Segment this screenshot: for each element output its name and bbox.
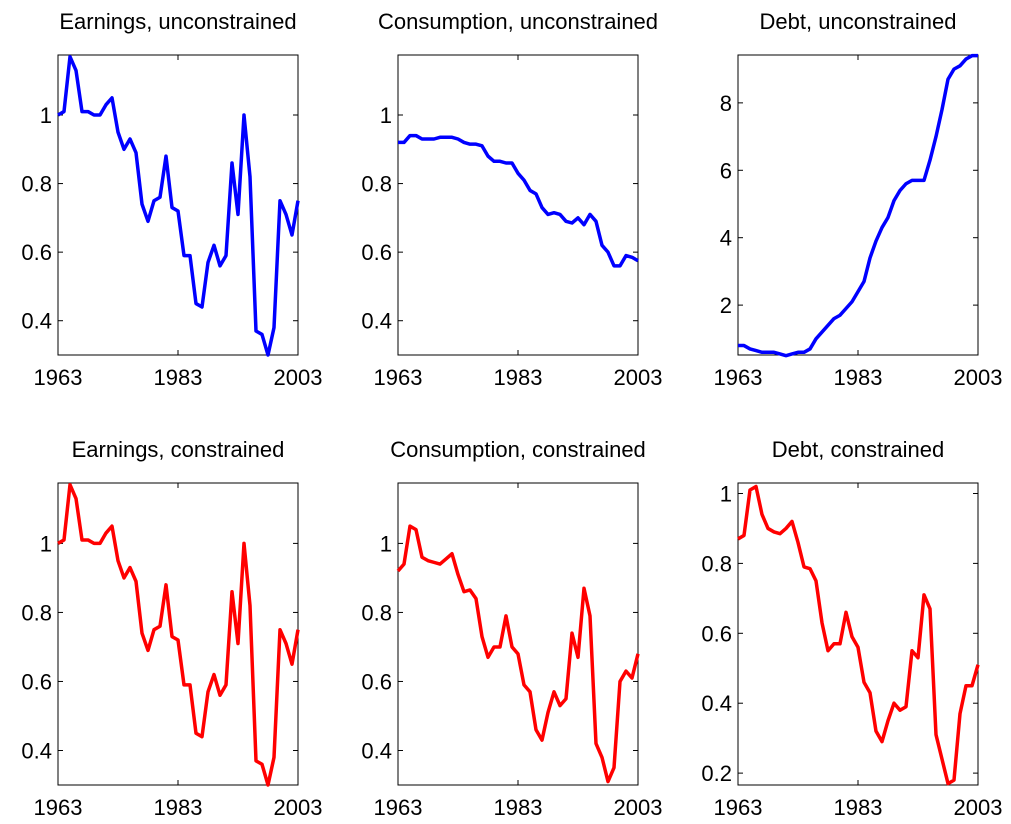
x-tick-label: 1983 bbox=[834, 365, 883, 390]
x-tick-label: 1963 bbox=[714, 795, 763, 820]
axes-box bbox=[737, 54, 979, 356]
axes-box bbox=[397, 482, 639, 786]
y-tick-label: 0.8 bbox=[361, 172, 392, 197]
data-line bbox=[57, 482, 300, 787]
y-tick-label: 0.2 bbox=[701, 761, 732, 786]
y-tick-label: 1 bbox=[380, 531, 392, 556]
axes-box bbox=[397, 54, 639, 356]
x-tick-label: 2003 bbox=[954, 795, 1003, 820]
y-tick-label: 0.4 bbox=[21, 309, 52, 334]
y-tick-label: 0.4 bbox=[21, 738, 52, 763]
y-tick-label: 0.6 bbox=[361, 669, 392, 694]
y-tick-label: 0.8 bbox=[361, 600, 392, 625]
x-tick-label: 2003 bbox=[274, 365, 323, 390]
axes-box bbox=[57, 482, 299, 786]
x-tick-label: 1963 bbox=[714, 365, 763, 390]
y-tick-label: 1 bbox=[380, 103, 392, 128]
y-tick-label: 4 bbox=[720, 226, 732, 251]
y-tick-label: 0.8 bbox=[21, 172, 52, 197]
x-tick-label: 2003 bbox=[614, 795, 663, 820]
axes-box bbox=[737, 482, 979, 786]
x-tick-label: 1963 bbox=[374, 795, 423, 820]
y-tick-label: 0.6 bbox=[361, 240, 392, 265]
y-tick-label: 0.4 bbox=[701, 691, 732, 716]
x-tick-label: 2003 bbox=[614, 365, 663, 390]
x-tick-label: 1983 bbox=[834, 795, 883, 820]
chart-title: Earnings, constrained bbox=[72, 437, 285, 462]
data-line bbox=[398, 133, 639, 268]
x-tick-label: 1963 bbox=[374, 365, 423, 390]
y-tick-label: 0.8 bbox=[21, 600, 52, 625]
x-tick-label: 1983 bbox=[494, 795, 543, 820]
data-line bbox=[57, 54, 300, 357]
x-tick-label: 1963 bbox=[34, 795, 83, 820]
data-line bbox=[737, 484, 980, 786]
data-line bbox=[738, 53, 978, 358]
x-tick-label: 2003 bbox=[274, 795, 323, 820]
x-tick-label: 1963 bbox=[34, 365, 83, 390]
y-tick-label: 6 bbox=[720, 158, 732, 183]
chart-title: Debt, constrained bbox=[772, 437, 944, 462]
x-tick-label: 1983 bbox=[154, 365, 203, 390]
y-tick-label: 1 bbox=[40, 103, 52, 128]
axes-box bbox=[57, 54, 299, 356]
x-tick-label: 1983 bbox=[494, 365, 543, 390]
y-tick-label: 0.6 bbox=[21, 240, 52, 265]
y-tick-label: 0.6 bbox=[21, 669, 52, 694]
x-tick-label: 2003 bbox=[954, 365, 1003, 390]
y-tick-label: 1 bbox=[40, 531, 52, 556]
data-line bbox=[396, 524, 640, 784]
chart-title: Debt, unconstrained bbox=[760, 9, 957, 34]
y-tick-label: 0.4 bbox=[361, 309, 392, 334]
y-tick-label: 0.4 bbox=[361, 738, 392, 763]
y-tick-label: 2 bbox=[720, 293, 732, 318]
chart-title: Earnings, unconstrained bbox=[59, 9, 296, 34]
chart-title: Consumption, constrained bbox=[390, 437, 646, 462]
chart-title: Consumption, unconstrained bbox=[378, 9, 658, 34]
y-tick-label: 0.8 bbox=[701, 551, 732, 576]
y-tick-label: 0.6 bbox=[701, 621, 732, 646]
y-tick-label: 1 bbox=[720, 481, 732, 506]
y-tick-label: 8 bbox=[720, 91, 732, 116]
x-tick-label: 1983 bbox=[154, 795, 203, 820]
